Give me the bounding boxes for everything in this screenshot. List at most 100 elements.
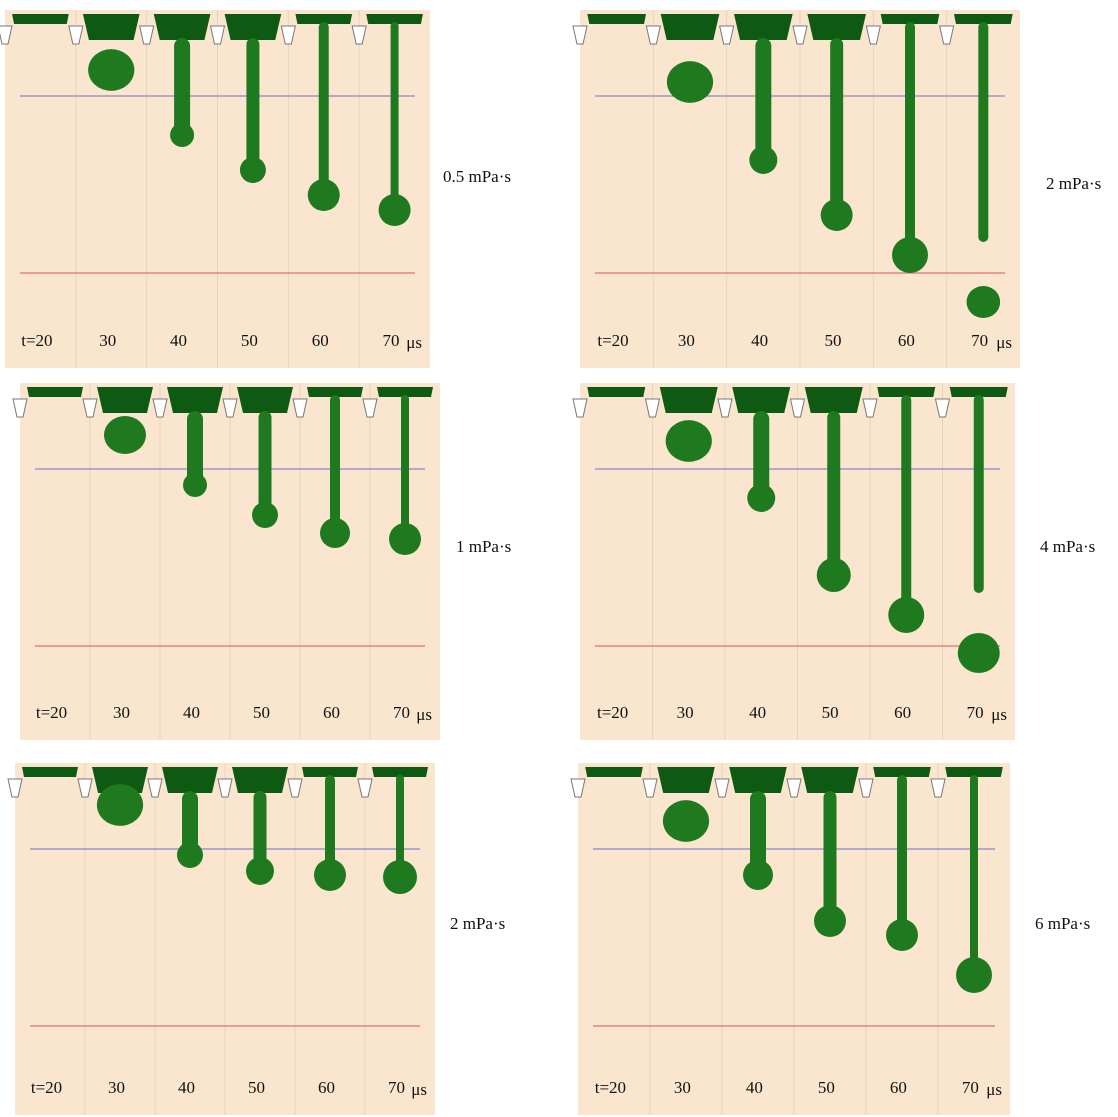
droplet-head bbox=[314, 859, 346, 891]
viscosity-label: 6 mPa·s bbox=[1035, 914, 1090, 933]
droplet-stem bbox=[901, 395, 911, 615]
nozzle bbox=[587, 387, 645, 397]
droplet-head bbox=[177, 842, 203, 868]
time-label: 50 bbox=[248, 1078, 265, 1097]
viscosity-label: 2 mPa·s bbox=[450, 914, 505, 933]
droplet-stem bbox=[319, 22, 329, 195]
nozzle bbox=[585, 767, 643, 777]
time-label: 70 bbox=[967, 703, 984, 722]
time-label: 60 bbox=[323, 703, 340, 722]
nozzle bbox=[97, 387, 153, 413]
time-label: 60 bbox=[318, 1078, 335, 1097]
panel: t=20 30 40 50 60 70 μs bbox=[571, 763, 1010, 1115]
droplet-head bbox=[389, 523, 421, 555]
nozzle bbox=[27, 387, 83, 397]
nozzle bbox=[801, 767, 859, 793]
time-label: 60 bbox=[898, 331, 915, 350]
droplet-head bbox=[956, 957, 992, 993]
viscosity-label: 2 mPa·s bbox=[1046, 174, 1101, 193]
time-unit: μs bbox=[986, 1080, 1002, 1099]
droplet-head bbox=[240, 157, 266, 183]
droplet-head bbox=[743, 860, 773, 890]
time-label: 70 bbox=[971, 331, 988, 350]
time-label: 40 bbox=[746, 1078, 763, 1097]
time-label: 30 bbox=[678, 331, 695, 350]
droplet-stem bbox=[391, 22, 399, 210]
time-label: 70 bbox=[393, 703, 410, 722]
time-label: 50 bbox=[253, 703, 270, 722]
time-label: 30 bbox=[113, 703, 130, 722]
viscosity-label: 4 mPa·s bbox=[1040, 537, 1095, 556]
time-unit: μs bbox=[996, 333, 1012, 352]
time-label: 40 bbox=[751, 331, 768, 350]
time-label: 60 bbox=[890, 1078, 907, 1097]
droplet-head bbox=[379, 194, 411, 226]
droplet-head bbox=[666, 420, 712, 462]
nozzle bbox=[734, 14, 793, 40]
time-label: t=20 bbox=[31, 1078, 62, 1097]
droplet-head bbox=[958, 633, 1000, 673]
droplet-stem bbox=[974, 395, 984, 593]
droplet-head bbox=[97, 784, 143, 826]
time-label: 70 bbox=[962, 1078, 979, 1097]
nozzle bbox=[660, 387, 718, 413]
droplet-stem bbox=[246, 38, 259, 170]
droplet-stem bbox=[978, 22, 988, 242]
time-unit: μs bbox=[416, 705, 432, 724]
droplet-stem bbox=[827, 411, 840, 575]
nozzle bbox=[154, 14, 211, 40]
time-label: 50 bbox=[822, 703, 839, 722]
nozzle bbox=[657, 767, 715, 793]
time-label: t=20 bbox=[595, 1078, 626, 1097]
droplet-stem bbox=[174, 38, 190, 135]
time-label: 30 bbox=[674, 1078, 691, 1097]
droplet-head bbox=[821, 199, 853, 231]
nozzle bbox=[12, 14, 69, 24]
droplet-head bbox=[667, 61, 713, 103]
figure: t=20 30 40 50 60 70 μs 0.5 mPa·s t=20 30 40 50 60 70 μ… bbox=[0, 0, 1118, 1117]
droplet-head bbox=[814, 905, 846, 937]
nozzle bbox=[22, 767, 78, 777]
time-label: 60 bbox=[894, 703, 911, 722]
droplet-stem bbox=[401, 395, 409, 539]
time-label: t=20 bbox=[36, 703, 67, 722]
droplet-head bbox=[663, 800, 709, 842]
time-label: 70 bbox=[388, 1078, 405, 1097]
droplet-stem bbox=[897, 775, 907, 935]
viscosity-label: 0.5 mPa·s bbox=[443, 167, 511, 186]
droplet-head bbox=[104, 416, 146, 454]
time-label: 50 bbox=[818, 1078, 835, 1097]
time-label: t=20 bbox=[21, 331, 52, 350]
droplet-head bbox=[183, 473, 207, 497]
nozzle bbox=[83, 14, 140, 40]
time-label: t=20 bbox=[597, 331, 628, 350]
time-label: 40 bbox=[178, 1078, 195, 1097]
time-label: 40 bbox=[170, 331, 187, 350]
nozzle bbox=[225, 14, 282, 40]
droplet-head bbox=[747, 484, 775, 512]
time-label: 30 bbox=[108, 1078, 125, 1097]
nozzle bbox=[807, 14, 866, 40]
droplet-head bbox=[246, 857, 274, 885]
nozzle bbox=[167, 387, 223, 413]
nozzle bbox=[162, 767, 218, 793]
time-label: 30 bbox=[677, 703, 694, 722]
droplet-head bbox=[383, 860, 417, 894]
time-unit: μs bbox=[406, 333, 422, 352]
panel: t=203040506070μs bbox=[573, 383, 1015, 740]
time-label: 40 bbox=[183, 703, 200, 722]
time-unit: μs bbox=[991, 705, 1007, 724]
droplet-stem bbox=[259, 411, 272, 515]
nozzle bbox=[732, 387, 790, 413]
droplet-stem bbox=[330, 395, 340, 533]
droplet-stem bbox=[905, 22, 915, 255]
nozzle bbox=[661, 14, 720, 40]
droplet-head bbox=[88, 49, 134, 91]
droplet-head bbox=[320, 518, 350, 548]
droplet-stem bbox=[970, 775, 978, 975]
time-label: 70 bbox=[383, 331, 400, 350]
droplet-head bbox=[252, 502, 278, 528]
droplet-head bbox=[749, 146, 777, 174]
